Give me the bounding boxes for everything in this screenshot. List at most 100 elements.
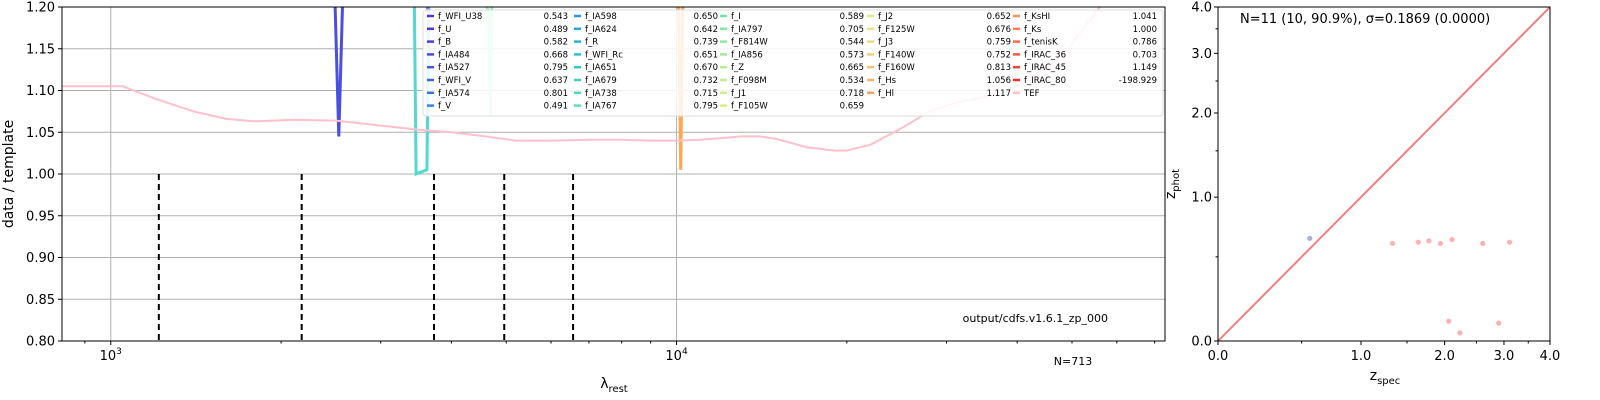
legend-label: f_IA624 <box>585 25 617 35</box>
y-tick-label: 0.85 <box>26 293 55 308</box>
scatter-y-tick-label: 4.0 <box>1191 1 1212 16</box>
legend-value: 0.650 <box>694 12 718 22</box>
plot-area: f_WFI_U38 0.543 f_U 0.489 f_B 0.582 f_IA484 0.6… <box>62 7 1165 341</box>
legend-label: f_IA598 <box>585 12 617 22</box>
scatter-point <box>1389 240 1396 247</box>
legend-label: f_IA651 <box>585 63 617 73</box>
legend-label: f_F160W <box>878 63 915 73</box>
scatter-title: N=11 (10, 90.9%), σ=0.1869 (0.0000) <box>1240 12 1490 27</box>
legend-label: f_Hl <box>878 89 894 99</box>
legend-value: 1.041 <box>1133 12 1157 22</box>
legend-value: 1.149 <box>1133 63 1157 73</box>
scatter-y-axis-label: zphot <box>1163 169 1182 199</box>
legend-value: 0.665 <box>840 63 864 73</box>
legend-value: 0.703 <box>1133 50 1157 60</box>
legend-value: 0.543 <box>544 12 568 22</box>
scatter-y-axis-label-main: z <box>1163 192 1179 199</box>
legend-value: 0.659 <box>840 102 864 112</box>
legend-value: 0.589 <box>840 12 864 22</box>
scatter-point <box>1437 240 1444 247</box>
legend-label: f_IRAC_45 <box>1024 63 1066 73</box>
scatter-point <box>1446 318 1452 324</box>
legend-value: 0.668 <box>544 50 568 60</box>
legend-label: f_IA679 <box>585 76 617 86</box>
scatter-x-tick-label: 2.0 <box>1434 349 1455 364</box>
legend-value: 0.670 <box>694 63 718 73</box>
scatter-point <box>1307 235 1313 241</box>
scatter-point <box>1415 239 1421 245</box>
legend-value: 0.786 <box>1133 38 1157 48</box>
x-tick-base: 10 <box>665 349 682 364</box>
legend-value: 1.000 <box>1133 25 1157 35</box>
tef-curve <box>62 7 1101 152</box>
x-tick-label: 104 <box>665 347 688 364</box>
y-tick-label: 1.05 <box>26 126 55 141</box>
y-tick-label: 0.80 <box>26 335 55 350</box>
legend-label: f_KsHI <box>1024 12 1050 22</box>
scatter-area <box>1218 7 1550 341</box>
scatter-x-tick-label: 3.0 <box>1494 349 1515 364</box>
legend-value: 0.752 <box>987 50 1011 60</box>
legend-label: f_F125W <box>878 25 915 35</box>
legend-label: f_J1 <box>731 89 746 99</box>
y-axis-label: data / template <box>1 120 17 228</box>
scatter-point <box>1480 240 1486 247</box>
scatter-x-axis-label-sub: spec <box>1377 376 1400 387</box>
x-tick-base: 10 <box>100 349 117 364</box>
scatter-x-tick-label: 0.0 <box>1208 349 1229 364</box>
legend-label: f_tenisK <box>1024 38 1058 48</box>
legend-label: f_IRAC_36 <box>1024 50 1066 60</box>
x-tick-exp: 4 <box>682 347 688 357</box>
legend-value: 0.491 <box>544 102 568 112</box>
one-to-one-line <box>1218 7 1550 341</box>
legend-value: 0.582 <box>544 38 568 48</box>
legend-label: f_F814W <box>731 38 768 48</box>
y-tick-label: 1.00 <box>26 168 55 183</box>
x-tick-exp: 3 <box>116 347 122 357</box>
legend-label: f_IA856 <box>731 50 763 60</box>
legend-label: f_R <box>585 38 598 48</box>
legend-value: 0.795 <box>694 102 718 112</box>
residual-plot: f_WFI_U38 0.543 f_U 0.489 f_B 0.582 f_IA484 0.6… <box>1 1 1166 395</box>
count-label: N=713 <box>1054 355 1092 368</box>
legend-value: 0.813 <box>987 63 1011 73</box>
legend-value: -198.929 <box>1119 76 1157 86</box>
legend-value: 1.117 <box>987 89 1011 99</box>
legend-label: f_V <box>438 102 451 112</box>
scatter-x-tick-label: 4.0 <box>1540 349 1561 364</box>
legend-value: 0.759 <box>987 38 1011 48</box>
legend-label: f_B <box>438 38 451 48</box>
band-trace <box>425 7 430 12</box>
legend-value: 0.795 <box>544 63 568 73</box>
legend-value: 0.718 <box>840 89 864 99</box>
legend-value: 0.489 <box>544 25 568 35</box>
legend-label: f_I <box>731 12 741 22</box>
legend-label: f_J3 <box>878 38 893 48</box>
scatter-y-axis-label-sub: phot <box>1171 169 1182 192</box>
legend-label: f_WFI_Rc <box>585 50 623 60</box>
y-tick-label: 1.20 <box>26 1 55 16</box>
legend-label: f_IA738 <box>585 89 617 99</box>
x-axis-label-sub: rest <box>609 384 628 395</box>
legend-label: f_IRAC_80 <box>1024 76 1066 86</box>
legend-value: 1.056 <box>987 76 1011 86</box>
legend-label: f_Z <box>731 63 744 73</box>
legend-value: 0.637 <box>544 76 568 86</box>
y-tick-label: 0.95 <box>26 209 55 224</box>
legend-label: f_IA527 <box>438 63 470 73</box>
output-path-label: output/cdfs.v1.6.1_zp_000 <box>963 312 1108 325</box>
legend-label: f_IA767 <box>585 102 617 112</box>
legend-box <box>422 9 1164 117</box>
legend-value: 0.801 <box>544 89 568 99</box>
legend-value: 0.544 <box>840 38 864 48</box>
scatter-y-tick-label: 3.0 <box>1191 47 1212 62</box>
legend-value: 0.676 <box>987 25 1011 35</box>
legend-label: f_IA797 <box>731 25 763 35</box>
scatter-x-axis-label-main: z <box>1370 368 1377 384</box>
legend-value: 0.739 <box>694 38 718 48</box>
scatter-point <box>1496 320 1502 326</box>
legend-label: f_WFI_V <box>438 76 471 86</box>
scatter-y-tick-label: 2.0 <box>1191 107 1212 122</box>
scatter-x-axis-label: zspec <box>1370 368 1401 387</box>
